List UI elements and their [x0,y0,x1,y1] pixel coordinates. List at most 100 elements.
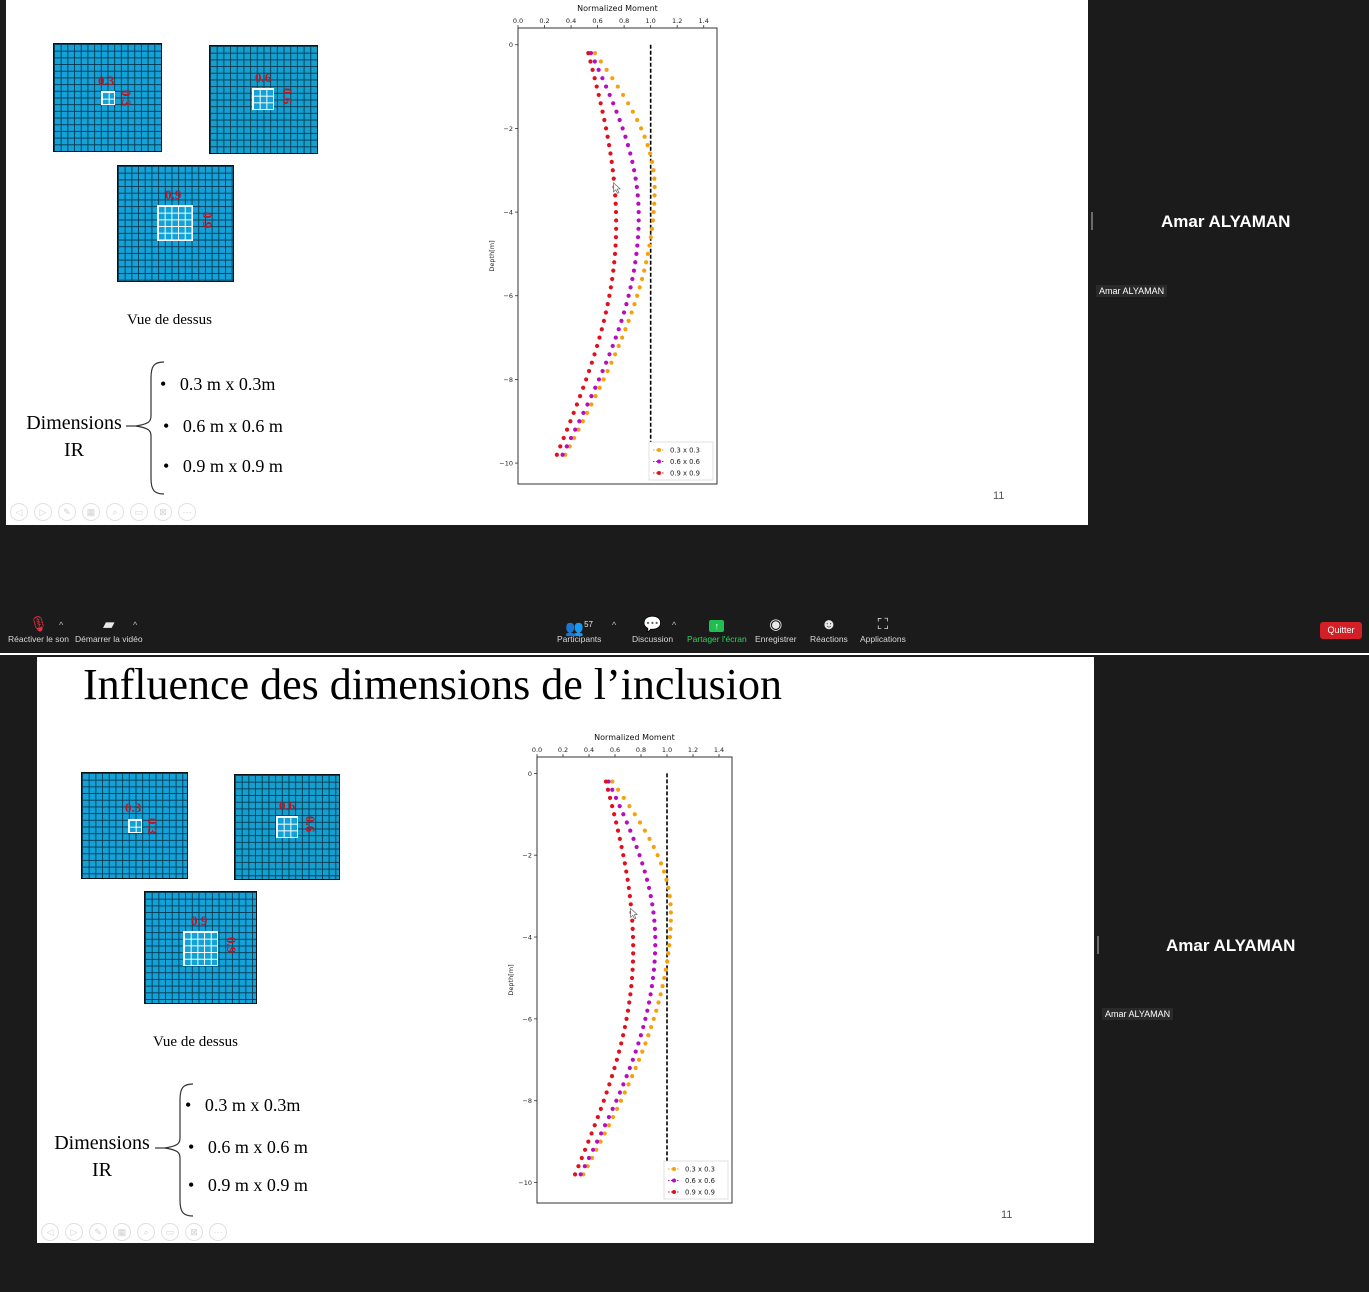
y-tick-label: −4 [503,209,513,217]
data-point [604,67,609,72]
slides-icon[interactable]: ▦ [113,1223,131,1241]
screen-icon[interactable]: ▭ [130,503,148,521]
data-point [652,176,657,181]
data-point [597,335,602,340]
data-point [648,151,653,156]
data-point [568,435,574,441]
presenter-controls[interactable]: ◁ ▷ ✎ ▦ ⌕ ▭ ⊠ ⋯ [10,503,196,521]
data-point [623,134,628,139]
data-point [577,394,583,399]
next-slide-icon[interactable]: ▷ [34,503,52,521]
start-video-button[interactable]: ▰ Démarrer la vidéo [75,616,143,644]
data-point [608,285,613,290]
chat-button[interactable]: 💬 Discussion [632,616,673,644]
data-point [661,869,667,874]
zoom-icon[interactable]: ⌕ [106,503,124,521]
next-slide-icon[interactable]: ▷ [65,1223,83,1241]
more-icon[interactable]: ⋯ [178,503,196,521]
data-point [627,1000,632,1005]
dims-item-3: • 0.9 m x 0.9 m [163,456,283,477]
data-point [652,926,658,931]
data-point [616,327,621,332]
zoom-icon[interactable]: ⌕ [137,1223,155,1241]
data-point [651,1016,656,1021]
data-point [610,276,615,282]
data-point [601,377,606,382]
brace [126,361,165,495]
data-point [581,385,586,390]
data-point [627,894,632,899]
data-point [648,992,653,997]
presenter-controls[interactable]: ◁ ▷ ✎ ▦ ⌕ ▭ ⊠ ⋯ [41,1223,227,1241]
data-point [618,1098,624,1103]
grid-label-06: 0.6 [279,798,296,813]
legend-label: 0.6 x 0.6 [670,458,700,466]
chevron-up-icon[interactable]: ^ [59,620,64,630]
unmute-button[interactable]: 🎙 Réactiver le son [8,616,69,644]
pen-icon[interactable]: ✎ [58,503,76,521]
x-tick-label: 0.4 [566,17,576,25]
record-button[interactable]: ◉ Enregistrer [755,616,797,644]
data-point [600,76,605,81]
grid-label-06-vertical: 0.6 [280,88,295,105]
grid-09: 0.9 0.9 [144,891,257,1004]
prev-slide-icon[interactable]: ◁ [10,503,28,521]
start-video-label: Démarrer la vidéo [75,634,143,644]
data-point [645,251,650,257]
data-point [633,1065,638,1071]
slides-icon[interactable]: ▦ [82,503,100,521]
data-point [589,360,594,365]
apps-button[interactable]: ⛶ Applications [860,616,906,644]
x-tick-label: 0.2 [558,746,568,754]
reactions-button[interactable]: ☻ Réactions [810,616,848,644]
share-screen-button[interactable]: ↑ Partager l'écran [687,616,747,644]
data-point [589,402,594,407]
dims-item-text: 0.6 m x 0.6 m [182,416,283,436]
data-point [582,1164,587,1169]
chevron-up-icon[interactable]: ^ [612,620,617,630]
participant-name-tag: Amar ALYAMAN [1102,1008,1174,1020]
screen-icon[interactable]: ▭ [161,1223,179,1241]
data-point [652,184,657,190]
data-point [627,1065,632,1071]
quit-button[interactable]: Quitter [1320,622,1362,639]
data-point [651,967,657,972]
chevron-up-icon[interactable]: ^ [672,620,677,630]
data-point [598,101,603,106]
dims-item-text: 0.3 m x 0.3m [179,374,276,394]
prev-slide-icon[interactable]: ◁ [41,1223,59,1241]
pen-icon[interactable]: ✎ [89,1223,107,1241]
data-point [609,1074,615,1079]
data-point [624,869,629,874]
legend-swatch-marker [657,459,661,464]
grid-label-09-vertical: 0.9 [224,937,239,954]
subtitle-icon[interactable]: ⊠ [185,1223,203,1241]
data-point [605,134,610,139]
bullet: • [163,456,170,476]
data-point [620,92,626,98]
page-number: 11 [993,490,1005,502]
grid-label-03-vertical: 0.3 [145,818,160,835]
data-point [660,984,665,989]
more-icon[interactable]: ⋯ [209,1223,227,1241]
data-point [598,1106,603,1111]
subtitle-icon[interactable]: ⊠ [154,503,172,521]
dimensions-label-line2: IR [64,439,84,461]
data-point [614,109,619,114]
data-point [637,820,643,825]
data-point [631,268,637,273]
data-point [665,959,670,964]
participants-button[interactable]: 👥57 Participants [557,616,601,644]
mouse-cursor-icon [613,181,621,194]
data-point [568,419,573,424]
splitter-handle[interactable] [1097,936,1099,954]
data-point [614,218,619,223]
data-point [607,293,612,298]
inclusion-06 [276,816,298,838]
data-point [603,84,609,89]
splitter-handle[interactable] [1091,212,1093,230]
data-point [635,293,640,298]
chevron-up-icon[interactable]: ^ [133,620,138,630]
data-point [641,1024,646,1030]
data-point [624,302,629,307]
